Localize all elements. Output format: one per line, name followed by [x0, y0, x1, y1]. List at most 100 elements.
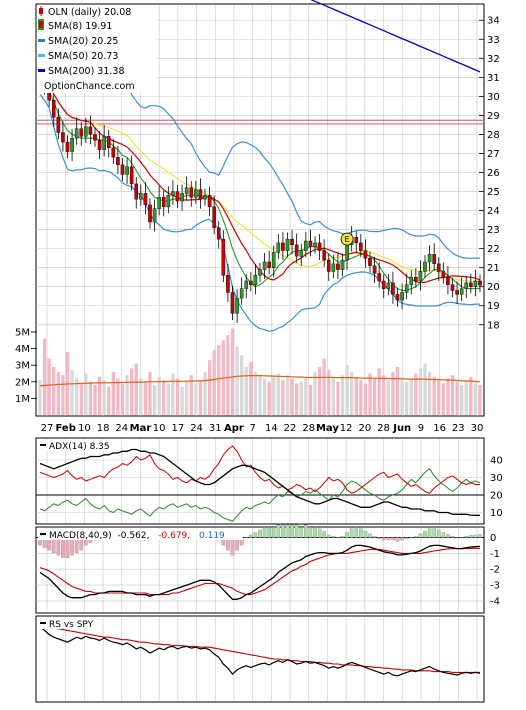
candle-body	[125, 166, 129, 175]
legend-entry-sma8: SMA(8) 19.91	[38, 19, 112, 32]
candle-body	[354, 237, 359, 244]
volume-tick-label: 4M	[15, 344, 30, 355]
volume-bar	[395, 366, 400, 415]
macd-hist-bar	[345, 532, 349, 538]
x-tick-label: 9	[418, 423, 424, 434]
rs-panel-frame	[35, 615, 485, 703]
volume-bar	[455, 381, 459, 415]
candle-body	[216, 227, 221, 240]
price-tick-label: 25	[487, 187, 500, 198]
x-tick-label: 10	[78, 423, 91, 434]
volume-bar	[134, 363, 138, 415]
candle-body	[331, 263, 336, 272]
macd-hist-bar	[359, 528, 363, 538]
price-tick-label: 20	[487, 282, 500, 293]
macd-hist-bar	[363, 531, 368, 538]
x-tick-label: 27	[41, 423, 54, 434]
volume-bar	[56, 371, 60, 415]
macd-hist-bar	[441, 532, 446, 538]
volume-bar	[52, 366, 56, 415]
volume-bar	[207, 360, 212, 415]
candle-body	[134, 183, 139, 200]
macd-signal-line	[39, 547, 480, 596]
macd-hist-bar	[395, 537, 400, 542]
volume-tick-label: 3M	[15, 361, 30, 372]
adx-tick-label: 20	[490, 491, 503, 502]
sma20-line	[39, 73, 481, 283]
x-tick-label: May	[316, 423, 339, 434]
price-tick-label: 24	[487, 206, 500, 217]
volume-bar	[322, 358, 326, 415]
candle-body	[281, 242, 285, 251]
rs-label-text: RS vs SPY	[49, 620, 94, 630]
price-tick-label: 19	[487, 301, 500, 312]
candle-body	[212, 206, 216, 228]
volume-bar	[130, 368, 134, 415]
candle-body	[290, 238, 294, 246]
macd-hist-bar	[336, 537, 340, 539]
price-tick-label: 29	[487, 111, 500, 122]
price-tick-label: 33	[487, 35, 500, 46]
candle-body	[249, 280, 253, 286]
x-tick-label: 23	[452, 423, 465, 434]
macd-hist-bar	[386, 537, 391, 541]
volume-bar	[125, 375, 129, 415]
volume-bar	[79, 383, 83, 415]
candle-body	[391, 282, 395, 295]
x-tick-label: Apr	[224, 423, 244, 434]
volume-bar	[93, 385, 97, 415]
candle-body	[120, 164, 125, 175]
volume-bar	[359, 380, 363, 415]
volume-bar	[185, 381, 189, 415]
volume-bar	[405, 381, 409, 415]
volume-bar	[203, 371, 207, 415]
macd-panel-frame	[35, 526, 485, 614]
volume-bar	[308, 385, 313, 415]
x-tick-label: 12	[340, 423, 353, 434]
candle-body	[171, 191, 175, 196]
candle-body	[478, 280, 482, 286]
x-tick-label: 18	[97, 423, 110, 434]
candle-body	[203, 195, 207, 200]
volume-bar	[166, 383, 170, 415]
macd-hist-bar	[354, 527, 359, 538]
candle-body	[436, 263, 441, 272]
candle-body	[317, 242, 322, 251]
macd-label: MACD(8,40,9) -0.562, -0.679, 0.119	[38, 529, 243, 541]
candle-body	[409, 276, 414, 286]
candle-body	[446, 276, 450, 286]
macd-hist-bar	[427, 528, 432, 538]
macd-hist-bar	[230, 537, 235, 556]
macd-hist-bar	[400, 537, 404, 541]
candle-body	[152, 208, 157, 223]
volume-bar	[345, 365, 349, 415]
candle-body	[111, 147, 116, 158]
volume-bar	[61, 375, 65, 415]
x-tick-label: Feb	[56, 423, 76, 434]
volume-bar	[460, 385, 464, 415]
volume-bar	[120, 383, 125, 415]
candle-body	[308, 240, 313, 247]
macd-hist-bar	[294, 524, 299, 538]
volume-layer	[38, 328, 482, 415]
volume-bar	[171, 373, 175, 415]
macd-tick-label: -4	[490, 596, 500, 607]
volume-bar	[400, 376, 404, 415]
volume-bar	[198, 380, 203, 415]
volume-bar	[391, 371, 395, 415]
macd-hist-bar	[409, 537, 414, 539]
volume-bar	[464, 380, 468, 415]
macd-line	[39, 544, 481, 600]
candle-body	[194, 189, 198, 198]
price-tick-label: 26	[487, 168, 500, 179]
volume-bar	[354, 376, 358, 415]
volume-bar	[313, 371, 317, 415]
macd-hist-bar	[340, 536, 345, 538]
candle-body	[139, 193, 143, 200]
macd-hist-bar	[455, 537, 459, 539]
candle-body	[97, 139, 102, 150]
candle-body	[395, 294, 400, 301]
macd-hist-bar	[281, 524, 285, 538]
volume-bar	[244, 366, 248, 415]
